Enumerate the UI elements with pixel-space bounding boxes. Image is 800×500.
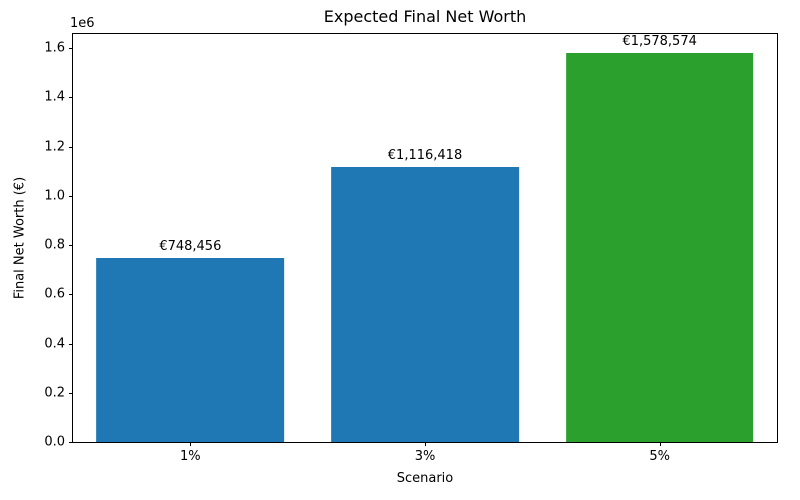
bar-1% xyxy=(96,257,285,442)
y-tick-mark xyxy=(69,48,73,50)
y-tick-mark xyxy=(69,343,73,345)
x-axis-label: Scenario xyxy=(396,471,454,486)
y-tick-label: 0.2 xyxy=(44,385,65,401)
x-tick-label: 3% xyxy=(414,449,436,464)
y-tick-mark xyxy=(69,294,73,296)
bar-3% xyxy=(331,167,519,442)
x-tick-mark xyxy=(190,442,192,446)
y-tick-label: 0.8 xyxy=(44,237,65,253)
y-axis-offset-label: 1e6 xyxy=(70,16,95,31)
y-tick-label: 1.4 xyxy=(44,89,65,105)
y-tick-label: 0.4 xyxy=(44,336,65,352)
y-tick-label: 1.2 xyxy=(44,139,65,155)
plot-area: 1e6 0.0 0.2 0.4 0.6 0.8 1.0 1.2 1.4 1.6 €748,456 1… xyxy=(44,16,778,464)
y-tick-mark xyxy=(69,146,73,148)
x-tick-label: 1% xyxy=(180,449,201,464)
y-tick-mark xyxy=(69,442,73,443)
bar-value-label: €748,456 xyxy=(159,238,222,254)
bar-value-label: €1,578,574 xyxy=(622,34,697,50)
x-tick-mark xyxy=(659,442,661,446)
y-tick-label: 0.6 xyxy=(44,286,65,302)
y-axis-label: Final Net Worth (€) xyxy=(12,176,28,300)
y-tick-mark xyxy=(69,97,73,99)
bar-5% xyxy=(565,53,754,442)
x-tick-mark xyxy=(425,442,426,446)
x-tick-label: 5% xyxy=(649,449,670,464)
bar-value-label: €1,116,418 xyxy=(387,148,463,164)
y-tick-label: 1.0 xyxy=(44,188,65,204)
y-tick-label: 0.0 xyxy=(44,434,65,450)
chart-title: Expected Final Net Worth xyxy=(323,7,527,26)
y-tick-mark xyxy=(69,195,73,197)
y-tick-label: 1.6 xyxy=(44,40,65,56)
y-tick-mark xyxy=(69,392,73,394)
y-tick-mark xyxy=(69,245,73,247)
